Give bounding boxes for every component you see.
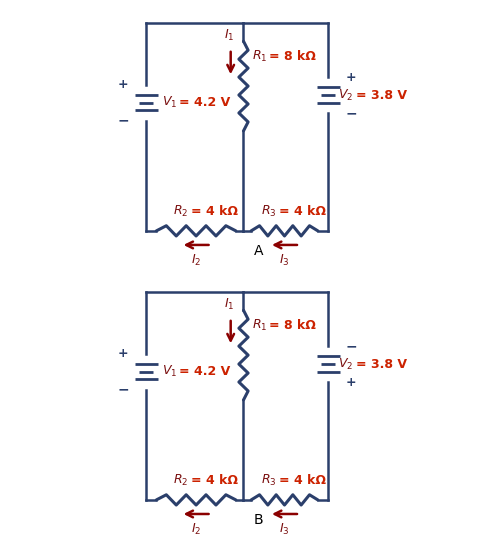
Text: −: −	[345, 339, 357, 353]
Text: = 8 kΩ: = 8 kΩ	[269, 319, 316, 332]
Text: $I_3$: $I_3$	[279, 522, 290, 536]
Text: $V_2$: $V_2$	[338, 87, 354, 102]
Text: = 8 kΩ: = 8 kΩ	[269, 50, 316, 63]
Text: $I_2$: $I_2$	[191, 522, 201, 536]
Text: $V_1$: $V_1$	[162, 95, 177, 110]
Text: = 3.8 V: = 3.8 V	[356, 88, 407, 101]
Text: $R_2$: $R_2$	[173, 204, 188, 219]
Text: $R_1$: $R_1$	[252, 318, 268, 333]
Text: +: +	[118, 78, 129, 91]
Text: −: −	[117, 383, 129, 397]
Text: = 3.8 V: = 3.8 V	[356, 358, 407, 370]
Text: = 4 kΩ: = 4 kΩ	[280, 205, 326, 218]
Text: $I_1$: $I_1$	[224, 296, 235, 311]
Text: $R_3$: $R_3$	[262, 473, 277, 488]
Text: B: B	[254, 513, 263, 527]
Text: = 4 kΩ: = 4 kΩ	[191, 205, 238, 218]
Text: +: +	[346, 376, 356, 389]
Text: A: A	[254, 244, 263, 258]
Text: $R_3$: $R_3$	[262, 204, 277, 219]
Text: = 4 kΩ: = 4 kΩ	[191, 474, 238, 487]
Text: $R_1$: $R_1$	[252, 49, 268, 64]
Text: = 4.2 V: = 4.2 V	[179, 365, 231, 378]
Text: $I_2$: $I_2$	[191, 252, 201, 267]
Text: = 4.2 V: = 4.2 V	[179, 96, 231, 109]
Text: $R_2$: $R_2$	[173, 473, 188, 488]
Text: $I_3$: $I_3$	[279, 252, 290, 267]
Text: $I_1$: $I_1$	[224, 27, 235, 42]
Text: $V_1$: $V_1$	[162, 364, 177, 379]
Text: +: +	[346, 71, 356, 84]
Text: +: +	[118, 347, 129, 360]
Text: $V_2$: $V_2$	[338, 356, 354, 371]
Text: −: −	[345, 106, 357, 120]
Text: = 4 kΩ: = 4 kΩ	[280, 474, 326, 487]
Text: −: −	[117, 114, 129, 128]
